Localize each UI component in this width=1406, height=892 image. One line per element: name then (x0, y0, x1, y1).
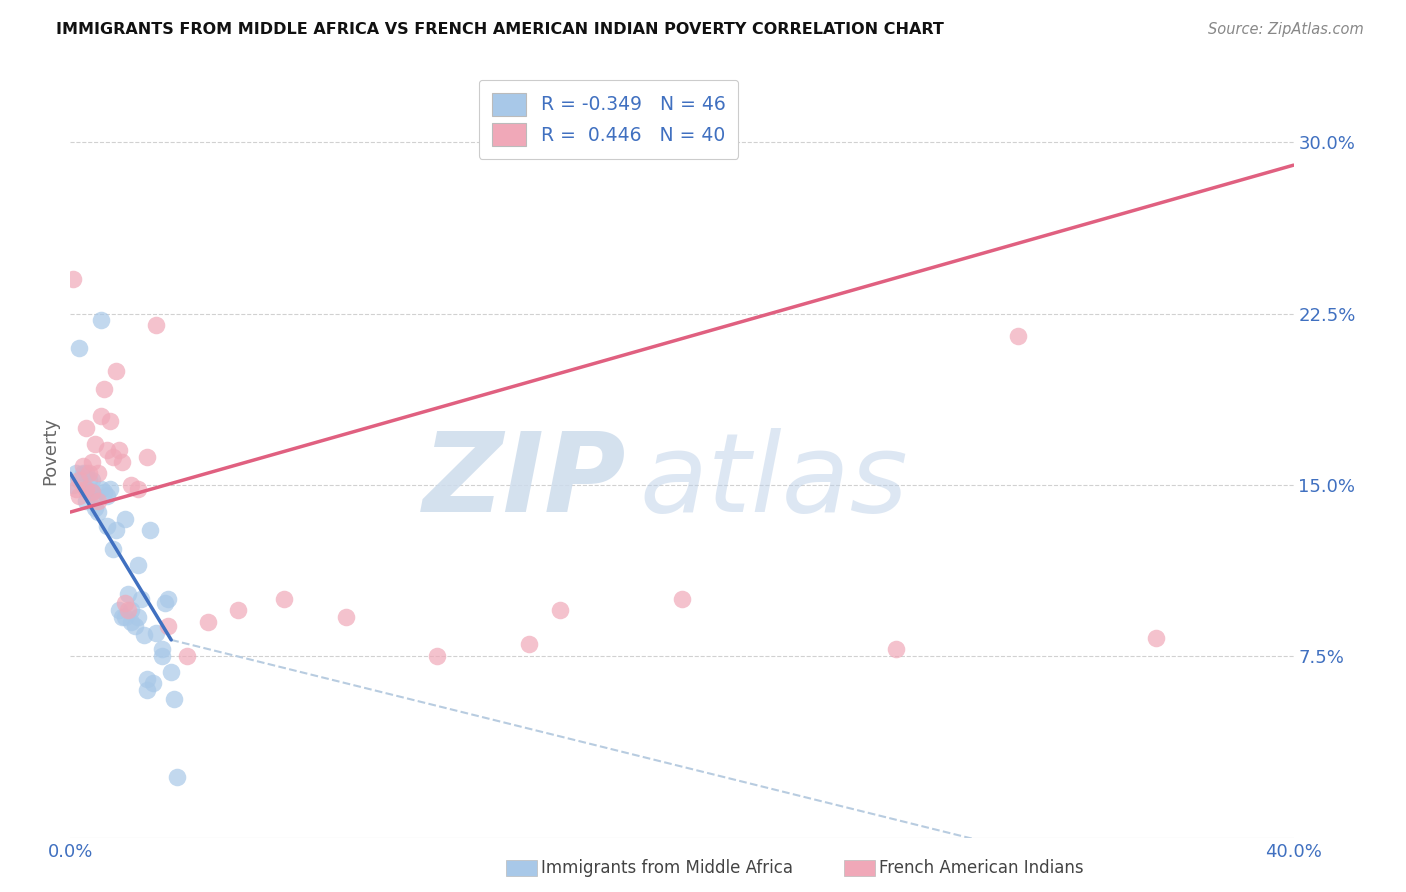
Point (75, 483, 97, 497)
Point (77, 473, 100, 487)
Point (105, 524, 128, 538)
Point (160, 665, 183, 679)
Point (145, 318, 167, 332)
Point (93, 382, 115, 396)
Text: French American Indians: French American Indians (879, 859, 1084, 877)
Point (166, 770, 188, 784)
Point (517, 638, 540, 652)
Point (96, 518, 118, 533)
Point (96, 489, 118, 503)
Point (127, 558, 149, 572)
Point (121, 615, 143, 629)
Point (671, 591, 693, 606)
Point (75, 483, 97, 497)
Point (135, 672, 157, 686)
Legend: R = -0.349   N = 46, R =  0.446   N = 40: R = -0.349 N = 46, R = 0.446 N = 40 (478, 79, 738, 159)
Point (98, 414, 121, 428)
Point (548, 603, 571, 617)
Point (197, 615, 219, 629)
Point (1144, 631, 1167, 645)
Point (62, 477, 84, 491)
Point (335, 610, 357, 624)
Point (90, 409, 112, 424)
Point (101, 450, 124, 465)
Point (75, 420, 97, 434)
Text: ZIP: ZIP (423, 428, 627, 535)
Point (90, 313, 112, 327)
Point (132, 628, 155, 642)
Point (117, 603, 139, 617)
Point (72, 467, 94, 481)
Point (83, 489, 105, 503)
Point (96, 443, 118, 458)
Point (75, 493, 97, 508)
Point (111, 610, 134, 624)
Point (273, 591, 295, 606)
Point (65, 483, 87, 497)
Point (98, 483, 121, 497)
Point (176, 648, 198, 663)
Point (80, 473, 103, 487)
Point (150, 648, 173, 663)
Text: IMMIGRANTS FROM MIDDLE AFRICA VS FRENCH AMERICAN INDIAN POVERTY CORRELATION CHAR: IMMIGRANTS FROM MIDDLE AFRICA VS FRENCH … (56, 22, 943, 37)
Point (117, 587, 139, 601)
Point (111, 455, 134, 469)
Point (121, 603, 143, 617)
Point (145, 626, 167, 640)
Point (83, 436, 105, 450)
Point (129, 591, 152, 606)
Point (127, 483, 149, 497)
Point (80, 484, 103, 499)
Point (157, 619, 180, 633)
Point (105, 363, 128, 377)
Point (127, 610, 149, 624)
Point (228, 603, 250, 617)
Point (108, 443, 131, 458)
Point (69, 473, 91, 487)
Point (114, 610, 136, 624)
Point (93, 484, 115, 499)
Point (75, 467, 97, 481)
Text: atlas: atlas (640, 428, 908, 535)
Point (884, 642, 907, 657)
Point (87, 493, 110, 508)
Point (90, 483, 112, 497)
Point (87, 505, 110, 519)
Point (124, 619, 146, 633)
Point (114, 512, 136, 526)
Point (83, 500, 105, 515)
Text: Source: ZipAtlas.com: Source: ZipAtlas.com (1208, 22, 1364, 37)
Point (142, 676, 165, 690)
Point (77, 484, 100, 499)
Point (153, 596, 176, 610)
Point (62, 272, 84, 286)
Point (1007, 329, 1029, 343)
Point (121, 477, 143, 491)
Point (150, 642, 173, 657)
Point (135, 683, 157, 698)
Point (80, 484, 103, 499)
Point (157, 591, 180, 606)
Point (72, 459, 94, 474)
Point (65, 467, 87, 481)
Point (77, 467, 100, 481)
Point (87, 467, 110, 481)
Point (69, 341, 91, 355)
Y-axis label: Poverty: Poverty (41, 417, 59, 484)
Point (101, 541, 124, 556)
Text: Immigrants from Middle Africa: Immigrants from Middle Africa (541, 859, 793, 877)
Point (139, 524, 162, 538)
Point (80, 455, 103, 469)
Point (426, 648, 449, 663)
Point (69, 489, 91, 503)
Point (114, 596, 136, 610)
Point (108, 603, 131, 617)
Point (135, 450, 157, 465)
Point (163, 692, 186, 706)
